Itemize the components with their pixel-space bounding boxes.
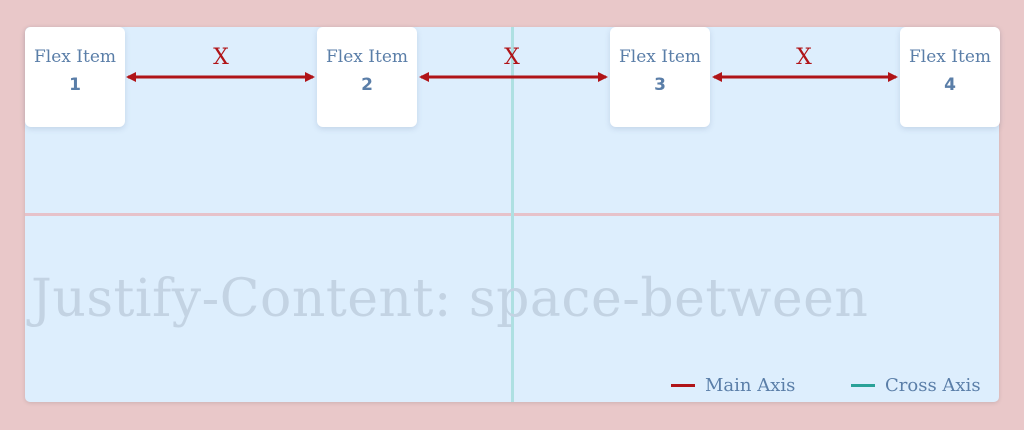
gap-label-2: X bbox=[504, 45, 520, 70]
flex-container: Justify-Content: space-between bbox=[25, 27, 999, 402]
legend-main-axis-label: Main Axis bbox=[705, 375, 796, 396]
flex-item-label: Flex Item bbox=[325, 47, 408, 67]
gap-label-1: X bbox=[213, 45, 229, 70]
flex-item-label: Flex Item bbox=[618, 47, 701, 67]
flex-item-2: Flex Item 2 bbox=[317, 27, 417, 127]
legend-cross-axis-label: Cross Axis bbox=[885, 375, 981, 396]
cross-axis-line bbox=[511, 27, 514, 402]
cross-axis-swatch bbox=[851, 384, 875, 387]
flex-item-3: Flex Item 3 bbox=[610, 27, 710, 127]
flex-item-number: 2 bbox=[361, 75, 373, 95]
flex-item-4: Flex Item 4 bbox=[900, 27, 1000, 127]
flex-item-label: Flex Item bbox=[33, 47, 116, 67]
gap-label-3: X bbox=[796, 45, 812, 70]
flex-item-label: Flex Item bbox=[908, 47, 991, 67]
legend-cross-axis: Cross Axis bbox=[851, 375, 981, 396]
flex-item-number: 1 bbox=[69, 75, 81, 95]
main-axis-swatch bbox=[671, 384, 695, 387]
flex-item-number: 4 bbox=[944, 75, 956, 95]
justify-content-watermark: Justify-Content: space-between bbox=[31, 269, 869, 329]
legend-main-axis: Main Axis bbox=[671, 375, 795, 396]
flex-item-1: Flex Item 1 bbox=[25, 27, 125, 127]
flex-item-number: 3 bbox=[654, 75, 666, 95]
